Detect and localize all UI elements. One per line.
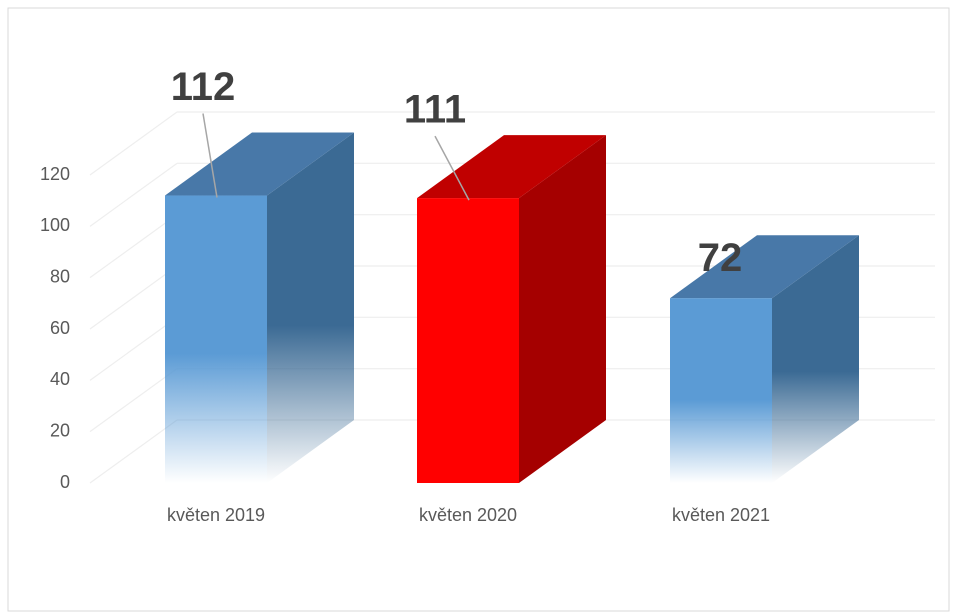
y-tick-label: 80 [50, 266, 70, 286]
y-tick-label: 40 [50, 369, 70, 389]
grid-line [89, 265, 178, 330]
grid-line [89, 316, 178, 381]
bar-top [670, 235, 859, 299]
bar-side [267, 132, 354, 484]
data-label: 111 [404, 88, 466, 132]
y-tick-label: 20 [50, 420, 70, 440]
x-tick-label: květen 2020 [419, 505, 517, 525]
bar [417, 198, 519, 483]
bar [165, 195, 267, 484]
grid-line [89, 111, 178, 176]
y-tick-label: 60 [50, 318, 70, 338]
bar-side [519, 135, 606, 483]
leader-line [434, 135, 470, 201]
grid-line [89, 368, 178, 433]
x-tick-label: květen 2019 [167, 505, 265, 525]
data-label: 72 [698, 236, 743, 280]
y-tick-label: 100 [40, 215, 70, 235]
data-label: 112 [171, 65, 236, 109]
leader-line [202, 113, 218, 198]
grid-line [89, 214, 178, 279]
bar-top [165, 132, 354, 196]
bar-side [772, 235, 859, 483]
y-tick-label: 120 [40, 164, 70, 184]
grid-line [89, 162, 178, 227]
bar [670, 298, 772, 483]
bar-top [417, 135, 606, 199]
y-tick-label: 0 [60, 472, 70, 492]
x-tick-label: květen 2021 [672, 505, 770, 525]
grid-line [89, 419, 178, 484]
